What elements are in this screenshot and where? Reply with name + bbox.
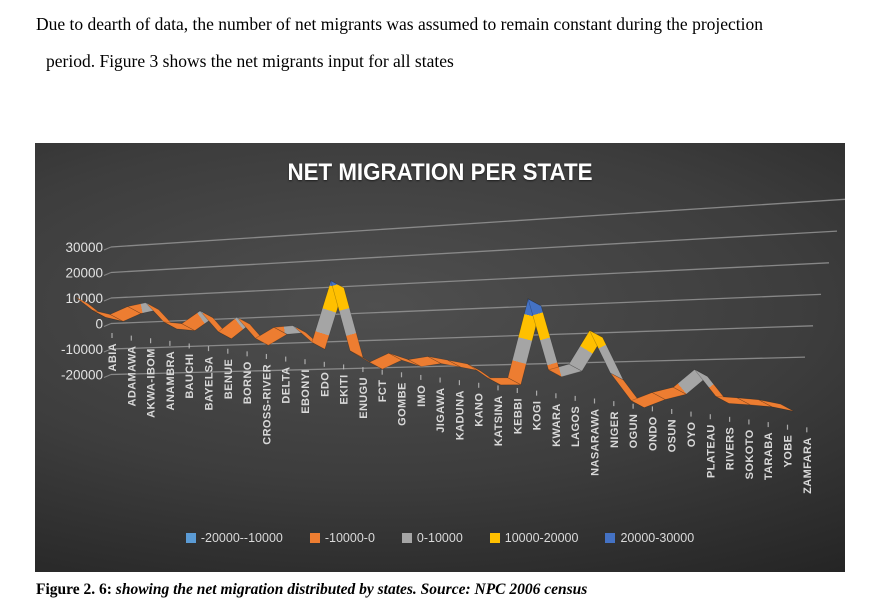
figure-caption: Figure 2. 6: showing the net migration d… bbox=[36, 581, 856, 599]
gridline bbox=[110, 293, 822, 325]
x-axis-label: GOMBE bbox=[397, 382, 409, 426]
x-axis-label: EBONYI bbox=[300, 369, 312, 414]
x-axis-label: DELTA bbox=[281, 367, 293, 404]
x-axis-label: PLATEAU bbox=[705, 424, 717, 478]
figure-caption-text: showing the net migration distributed by… bbox=[111, 581, 588, 598]
x-axis-label: YOBE bbox=[783, 435, 795, 468]
gridline-kink bbox=[103, 373, 112, 379]
legend-label: 0-10000 bbox=[416, 531, 463, 545]
y-axis-tick-label: 10000 bbox=[65, 291, 103, 306]
x-axis-label: OYO bbox=[686, 422, 698, 448]
legend-item: 20000-30000 bbox=[605, 531, 694, 545]
x-axis-label: NASARAWA bbox=[590, 409, 602, 476]
chart-legend: -20000--10000 -10000-0 0-10000 10000-20000 2… bbox=[35, 531, 845, 545]
ribbon-segment bbox=[758, 399, 794, 412]
gridline bbox=[110, 262, 830, 299]
x-axis-label: LAGOS bbox=[570, 406, 582, 447]
y-axis-tick-label: -10000 bbox=[61, 342, 103, 357]
x-axis-label: AKWA-IBOM bbox=[146, 348, 158, 418]
legend-swatch bbox=[401, 533, 412, 543]
ribbon-segment bbox=[217, 316, 251, 340]
gridline-kink bbox=[103, 271, 112, 277]
legend-item: 0-10000 bbox=[401, 531, 463, 545]
legend-swatch bbox=[185, 533, 196, 543]
x-axis-label: ONDO bbox=[647, 416, 659, 451]
y-axis-tick-label: 20000 bbox=[65, 266, 103, 281]
legend-label: -10000-0 bbox=[324, 531, 375, 545]
x-axis-label: FCT bbox=[377, 380, 389, 403]
gridline bbox=[110, 230, 838, 274]
legend-swatch bbox=[309, 533, 320, 543]
gridline-kink bbox=[103, 348, 112, 353]
legend-item: 10000-20000 bbox=[489, 531, 579, 545]
x-axis-label: ANAMBRA bbox=[165, 351, 177, 411]
gridline bbox=[110, 198, 845, 248]
x-axis-label: KATSINA bbox=[493, 395, 505, 446]
x-axis-label: JIGAWA bbox=[435, 388, 447, 433]
x-axis-label: KADUNA bbox=[454, 390, 466, 440]
x-axis-label: BENUE bbox=[223, 359, 235, 400]
x-axis-label: BAYELSA bbox=[204, 356, 216, 410]
x-axis-label: ZAMFARA bbox=[802, 437, 814, 494]
intro-paragraph-line1: Due to dearth of data, the number of net… bbox=[36, 14, 764, 34]
y-axis-tick-label: -20000 bbox=[61, 368, 103, 383]
gridline-kink bbox=[103, 322, 112, 328]
x-axis-label: ADAMAWA bbox=[126, 346, 138, 407]
x-axis-label: RIVERS bbox=[725, 427, 737, 470]
ribbon-segment bbox=[588, 329, 625, 381]
x-axis-label: KEBBI bbox=[512, 398, 524, 434]
gridline bbox=[110, 325, 814, 350]
legend-label: 10000-20000 bbox=[504, 531, 579, 545]
gridline-kink bbox=[103, 297, 112, 302]
x-axis-label: EDO bbox=[319, 372, 331, 397]
x-axis-label: TARABA bbox=[763, 432, 775, 480]
legend-label: 20000-30000 bbox=[620, 531, 695, 545]
x-axis-label: CROSS-RIVER bbox=[261, 364, 273, 445]
x-axis-label: BORNO bbox=[242, 361, 254, 404]
x-axis-label: ENUGU bbox=[358, 377, 370, 419]
legend-swatch bbox=[605, 533, 616, 543]
net-migration-chart: NET MIGRATION PER STATE 30000 20000 10000 0… bbox=[35, 143, 845, 572]
x-axis-label: NIGER bbox=[609, 411, 621, 448]
x-axis-label: SOKOTO bbox=[744, 429, 756, 479]
legend-label: -20000--10000 bbox=[200, 531, 283, 545]
x-axis-label: EKITI bbox=[339, 374, 351, 404]
x-axis-label: ABIA bbox=[107, 343, 119, 372]
x-axis-label: OSUN bbox=[667, 419, 679, 452]
gridline-kink bbox=[103, 246, 112, 251]
x-axis-label: KOGI bbox=[532, 401, 544, 431]
x-axis-label: KWARA bbox=[551, 403, 563, 447]
x-axis-label: IMO bbox=[416, 385, 428, 407]
ribbon-segment bbox=[330, 280, 364, 359]
legend-item: -20000--10000 bbox=[185, 531, 283, 545]
x-axis-label: OGUN bbox=[628, 414, 640, 449]
legend-swatch bbox=[489, 533, 500, 543]
figure-caption-label: Figure 2. 6: bbox=[36, 581, 112, 598]
y-axis-tick-label: 0 bbox=[95, 317, 103, 332]
x-axis-label: BAUCHI bbox=[184, 353, 196, 398]
intro-paragraph: Due to dearth of data, the number of net… bbox=[36, 6, 866, 80]
y-axis-tick-label: 30000 bbox=[65, 240, 103, 255]
chart-plot-area: 30000 20000 10000 0 -10000 -20000 ABIA ADAMAWA A… bbox=[61, 198, 845, 494]
intro-paragraph-line2: period. Figure 3 shows the net migrants … bbox=[46, 51, 454, 71]
x-axis-label: KANO bbox=[474, 393, 486, 427]
legend-item: -10000-0 bbox=[309, 531, 375, 545]
chart-title: NET MIGRATION PER STATE bbox=[287, 159, 593, 186]
